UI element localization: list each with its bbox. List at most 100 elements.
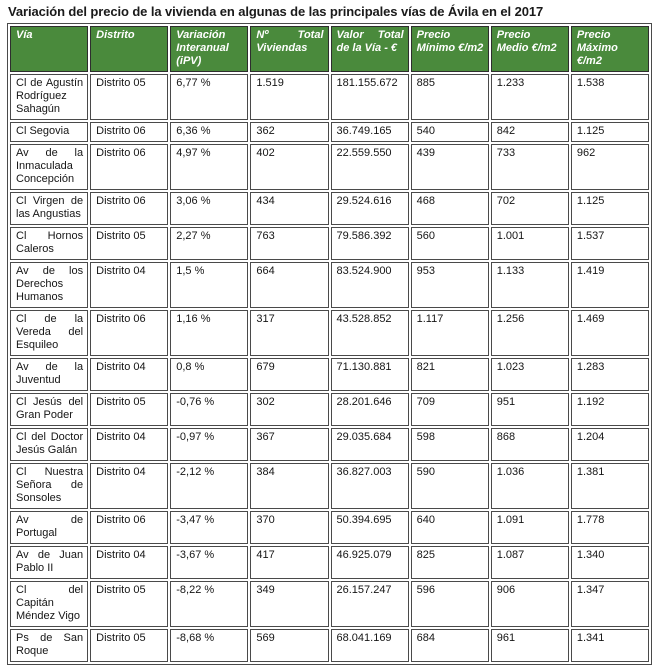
cell-distrito: Distrito 04 [90, 428, 169, 461]
cell-precio_medio_eur_m2: 733 [490, 144, 569, 190]
table-row: Cl Virgen de las Angustias Distrito 06 3,0… [10, 192, 649, 225]
column-header-num_total_viviendas: Nº Total Viviendas [250, 26, 329, 72]
cell-valor_total_via_eur: 26.157.247 [330, 581, 409, 627]
cell-num_total_viviendas: 349 [250, 581, 329, 627]
cell-precio_medio_eur_m2: 842 [490, 122, 569, 142]
table-row: Cl del Capitán Méndez Vigo Distrito 05 -8,… [10, 581, 649, 627]
cell-precio_medio_eur_m2: 961 [490, 629, 569, 662]
cell-distrito: Distrito 04 [90, 463, 169, 509]
cell-variacion_interanual_ipv: 6,36 % [170, 122, 249, 142]
cell-distrito: Distrito 05 [90, 393, 169, 426]
cell-precio_medio_eur_m2: 1.233 [490, 74, 569, 120]
table-row: Cl de Agustín Rodríguez Sahagún Distrito … [10, 74, 649, 120]
cell-num_total_viviendas: 317 [250, 310, 329, 356]
cell-num_total_viviendas: 362 [250, 122, 329, 142]
cell-precio_medio_eur_m2: 1.091 [490, 511, 569, 544]
cell-via: Cl del Capitán Méndez Vigo [10, 581, 89, 627]
table-row: Av de los Derechos Humanos Distrito 04 1,5… [10, 262, 649, 308]
cell-precio_minimo_eur_m2: 468 [410, 192, 489, 225]
cell-num_total_viviendas: 370 [250, 511, 329, 544]
cell-valor_total_via_eur: 79.586.392 [330, 227, 409, 260]
cell-precio_maximo_eur_m2: 1.419 [570, 262, 649, 308]
cell-precio_maximo_eur_m2: 1.469 [570, 310, 649, 356]
cell-variacion_interanual_ipv: -0,76 % [170, 393, 249, 426]
column-header-precio_maximo_eur_m2: Precio Máximo €/m2 [570, 26, 649, 72]
cell-precio_maximo_eur_m2: 1.283 [570, 358, 649, 391]
cell-valor_total_via_eur: 71.130.881 [330, 358, 409, 391]
table-row: Cl Segovia Distrito 06 6,36 % 362 36.749.165… [10, 122, 649, 142]
cell-valor_total_via_eur: 181.155.672 [330, 74, 409, 120]
cell-precio_medio_eur_m2: 951 [490, 393, 569, 426]
cell-via: Cl de Agustín Rodríguez Sahagún [10, 74, 89, 120]
cell-valor_total_via_eur: 36.827.003 [330, 463, 409, 509]
cell-via: Cl del Doctor Jesús Galán [10, 428, 89, 461]
table-header: Vía Distrito Variación Interanual (iPV) Nº … [10, 26, 649, 72]
cell-precio_minimo_eur_m2: 590 [410, 463, 489, 509]
table-row: Av de la Inmaculada Concepción Distrito 0… [10, 144, 649, 190]
cell-valor_total_via_eur: 22.559.550 [330, 144, 409, 190]
cell-precio_medio_eur_m2: 1.087 [490, 546, 569, 579]
cell-precio_medio_eur_m2: 1.001 [490, 227, 569, 260]
cell-precio_maximo_eur_m2: 1.538 [570, 74, 649, 120]
table-row: Av de Juan Pablo II Distrito 04 -3,67 % 417… [10, 546, 649, 579]
table-row: Av de la Juventud Distrito 04 0,8 % 679 71.1… [10, 358, 649, 391]
cell-distrito: Distrito 06 [90, 511, 169, 544]
cell-precio_minimo_eur_m2: 953 [410, 262, 489, 308]
cell-distrito: Distrito 06 [90, 144, 169, 190]
cell-precio_medio_eur_m2: 1.036 [490, 463, 569, 509]
cell-via: Cl Virgen de las Angustias [10, 192, 89, 225]
cell-distrito: Distrito 04 [90, 262, 169, 308]
cell-variacion_interanual_ipv: -8,68 % [170, 629, 249, 662]
table-body: Cl de Agustín Rodríguez Sahagún Distrito … [10, 74, 649, 662]
table-row: Cl de la Vereda del Esquileo Distrito 06 1… [10, 310, 649, 356]
cell-precio_minimo_eur_m2: 598 [410, 428, 489, 461]
cell-via: Cl Nuestra Señora de Sonsoles [10, 463, 89, 509]
cell-valor_total_via_eur: 50.394.695 [330, 511, 409, 544]
table-row: Cl Hornos Caleros Distrito 05 2,27 % 763 79.… [10, 227, 649, 260]
cell-precio_minimo_eur_m2: 825 [410, 546, 489, 579]
cell-num_total_viviendas: 384 [250, 463, 329, 509]
cell-precio_minimo_eur_m2: 709 [410, 393, 489, 426]
cell-num_total_viviendas: 664 [250, 262, 329, 308]
table-row: Cl Jesús del Gran Poder Distrito 05 -0,76 … [10, 393, 649, 426]
cell-variacion_interanual_ipv: -0,97 % [170, 428, 249, 461]
table-row: Av de Portugal Distrito 06 -3,47 % 370 50.39… [10, 511, 649, 544]
cell-distrito: Distrito 04 [90, 546, 169, 579]
cell-num_total_viviendas: 679 [250, 358, 329, 391]
cell-distrito: Distrito 05 [90, 581, 169, 627]
cell-precio_maximo_eur_m2: 1.381 [570, 463, 649, 509]
table-header-row: Vía Distrito Variación Interanual (iPV) Nº … [10, 26, 649, 72]
cell-precio_minimo_eur_m2: 640 [410, 511, 489, 544]
cell-precio_maximo_eur_m2: 1.778 [570, 511, 649, 544]
cell-via: Cl Hornos Caleros [10, 227, 89, 260]
cell-valor_total_via_eur: 36.749.165 [330, 122, 409, 142]
cell-precio_maximo_eur_m2: 1.341 [570, 629, 649, 662]
cell-via: Cl de la Vereda del Esquileo [10, 310, 89, 356]
cell-valor_total_via_eur: 68.041.169 [330, 629, 409, 662]
cell-variacion_interanual_ipv: -2,12 % [170, 463, 249, 509]
cell-num_total_viviendas: 763 [250, 227, 329, 260]
housing-price-table: Vía Distrito Variación Interanual (iPV) Nº … [7, 23, 652, 665]
cell-precio_minimo_eur_m2: 439 [410, 144, 489, 190]
cell-distrito: Distrito 05 [90, 629, 169, 662]
page-title: Variación del precio de la vivienda en a… [8, 4, 544, 19]
cell-precio_maximo_eur_m2: 1.340 [570, 546, 649, 579]
cell-valor_total_via_eur: 29.524.616 [330, 192, 409, 225]
cell-via: Cl Jesús del Gran Poder [10, 393, 89, 426]
cell-precio_minimo_eur_m2: 885 [410, 74, 489, 120]
column-header-precio_minimo_eur_m2: Precio Mínimo €/m2 [410, 26, 489, 72]
cell-via: Av de la Inmaculada Concepción [10, 144, 89, 190]
cell-precio_maximo_eur_m2: 962 [570, 144, 649, 190]
cell-num_total_viviendas: 402 [250, 144, 329, 190]
cell-precio_maximo_eur_m2: 1.204 [570, 428, 649, 461]
cell-valor_total_via_eur: 29.035.684 [330, 428, 409, 461]
cell-num_total_viviendas: 1.519 [250, 74, 329, 120]
cell-via: Av de Portugal [10, 511, 89, 544]
cell-via: Av de Juan Pablo II [10, 546, 89, 579]
column-header-valor_total_via_eur: Valor Total de la Vía - € [330, 26, 409, 72]
cell-precio_minimo_eur_m2: 560 [410, 227, 489, 260]
cell-variacion_interanual_ipv: -8,22 % [170, 581, 249, 627]
cell-variacion_interanual_ipv: 4,97 % [170, 144, 249, 190]
cell-num_total_viviendas: 569 [250, 629, 329, 662]
